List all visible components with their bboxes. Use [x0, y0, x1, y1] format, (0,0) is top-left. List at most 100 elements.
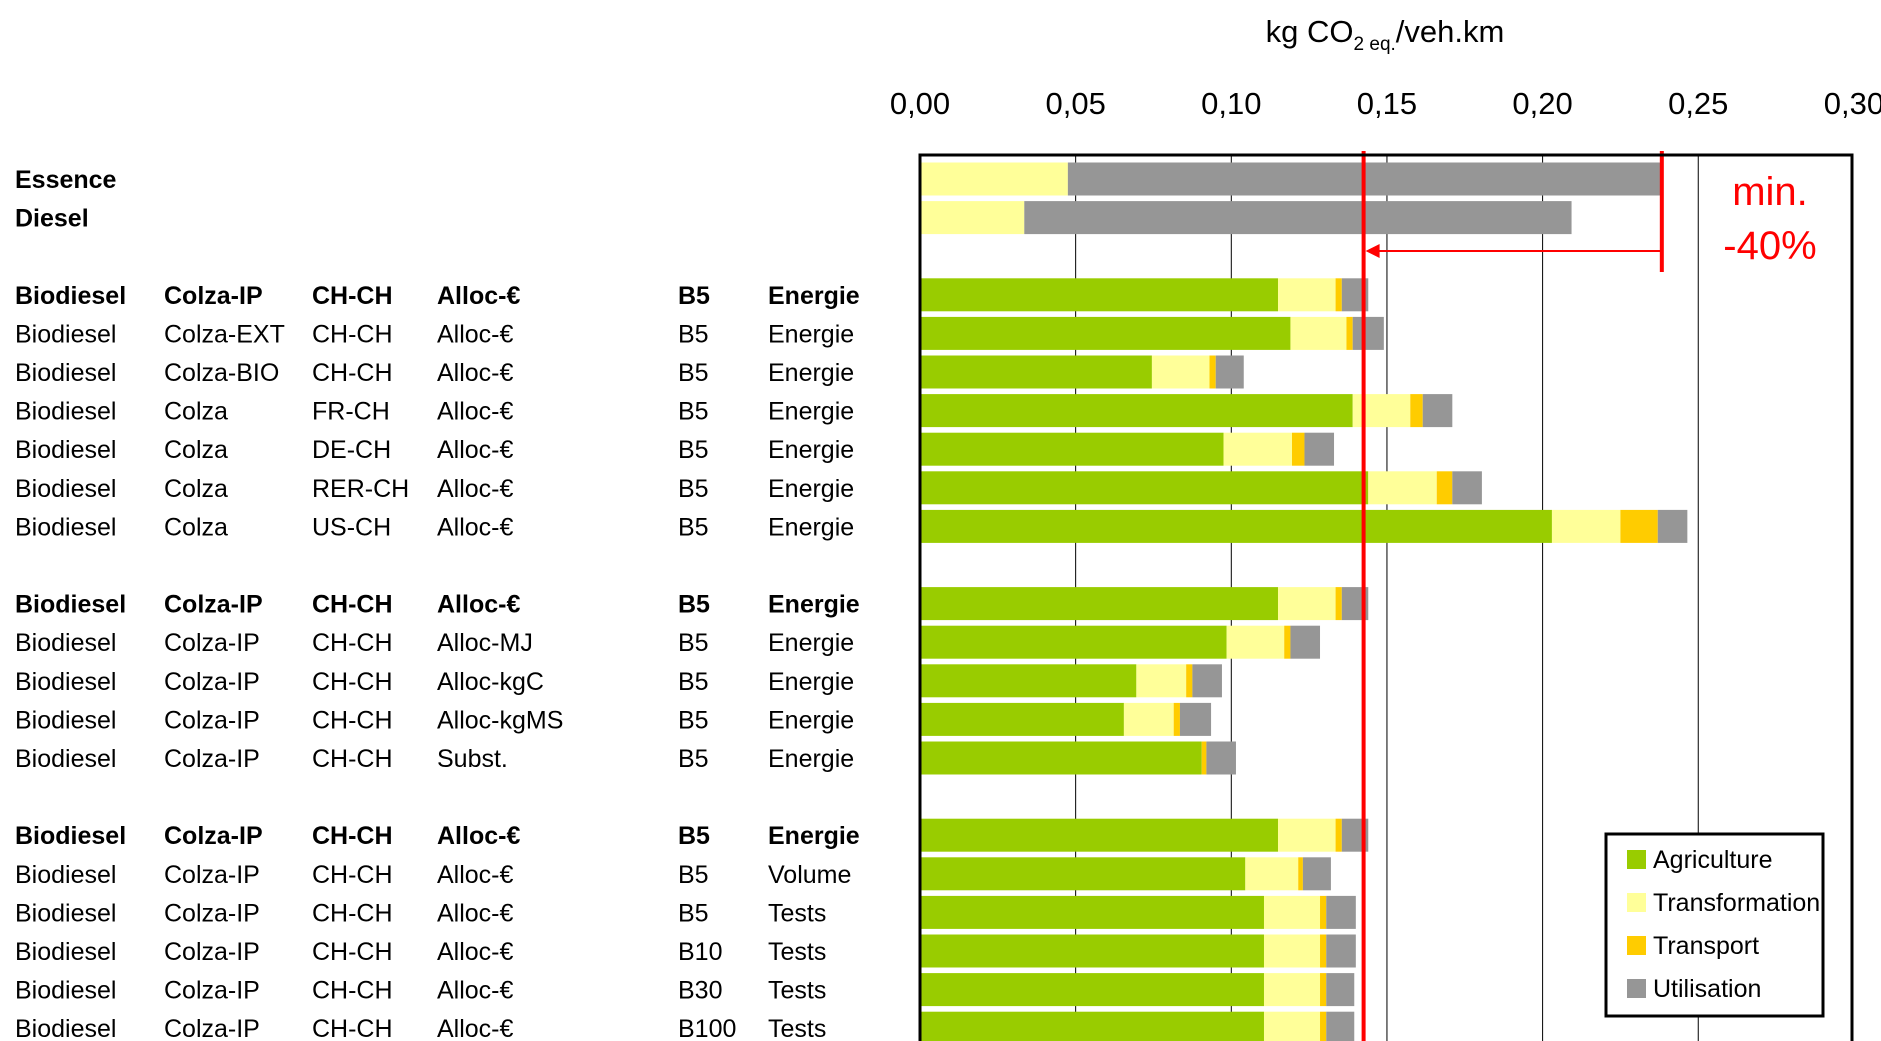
row-label-cell: Colza	[164, 475, 228, 503]
row-label-cell: Alloc-€	[437, 359, 514, 387]
row-label-cell: B5	[678, 822, 710, 850]
agriculture-segment	[920, 818, 1278, 852]
row-label: Essence	[15, 166, 117, 194]
transport-segment	[1186, 664, 1193, 698]
utilisation-segment	[1326, 895, 1356, 929]
x-tick-label: 0,00	[890, 86, 950, 121]
row-label-cell: B5	[678, 899, 709, 927]
row-label-cell: Biodiesel	[15, 282, 126, 310]
legend-label-transport: Transport	[1653, 932, 1759, 960]
transport-segment	[1284, 625, 1291, 659]
transport-segment	[1335, 818, 1342, 852]
row-label-cell: Biodiesel	[15, 899, 116, 927]
row-label-cell: Energie	[768, 706, 854, 734]
row-label-cell: DE-CH	[312, 436, 391, 464]
legend-swatch-transport	[1627, 936, 1646, 955]
row-label-cell: Colza	[164, 513, 228, 541]
transformation-segment	[1277, 587, 1336, 621]
row-label-cell: Biodiesel	[15, 977, 116, 1005]
agriculture-segment	[920, 741, 1202, 775]
row-label-cell: Biodiesel	[15, 359, 116, 387]
utilisation-segment	[1215, 355, 1244, 389]
transport-segment	[1209, 355, 1216, 389]
transformation-segment	[920, 162, 1068, 196]
x-tick-label: 0,25	[1668, 86, 1728, 121]
agriculture-segment	[920, 934, 1264, 968]
row-label-cell: Colza-IP	[164, 899, 260, 927]
transport-segment	[1173, 702, 1180, 736]
row-label-cell: Colza	[164, 398, 228, 426]
transformation-segment	[1368, 471, 1437, 505]
transformation-segment	[1352, 394, 1411, 428]
agriculture-segment	[920, 1011, 1264, 1041]
row-label-cell: Energie	[768, 359, 854, 387]
row-label-cell: Alloc-€	[437, 320, 514, 348]
row-label-cell: Colza-EXT	[164, 320, 285, 348]
row-label-cell: Energie	[768, 513, 854, 541]
row-label-cell: Biodiesel	[15, 1015, 116, 1041]
annotation-text: -40%	[1723, 224, 1816, 268]
row-labels: Essence Diesel Biodiesel Colza-IP CH-CH Alloc…	[15, 166, 860, 1041]
row-label-cell: B5	[678, 436, 709, 464]
agriculture-segment	[920, 973, 1264, 1007]
x-tick-label: 0,15	[1357, 86, 1417, 121]
row-label-cell: Colza-IP	[164, 938, 260, 966]
row-label-cell: RER-CH	[312, 475, 409, 503]
row-label-cell: Alloc-€	[437, 475, 514, 503]
row-label-cell: CH-CH	[312, 668, 393, 696]
row-label-cell: Volume	[768, 861, 851, 889]
transport-segment	[1335, 587, 1342, 621]
transformation-segment	[1277, 278, 1336, 312]
transport-segment	[1320, 1011, 1327, 1041]
transformation-segment	[1551, 509, 1621, 543]
agriculture-segment	[920, 509, 1552, 543]
row-label-cell: Alloc-kgMS	[437, 706, 563, 734]
row-label-cell: Alloc-€	[437, 591, 520, 619]
row-label-cell: CH-CH	[312, 938, 393, 966]
row-label-cell: Alloc-€	[437, 436, 514, 464]
row-label-cell: Alloc-€	[437, 282, 520, 310]
row-label-cell: CH-CH	[312, 822, 393, 850]
row-label-cell: B5	[678, 629, 709, 657]
row-label-cell: Colza	[164, 436, 228, 464]
row-label-cell: Biodiesel	[15, 398, 116, 426]
row-label-cell: Alloc-€	[437, 938, 514, 966]
row-label-cell: Energie	[768, 591, 860, 619]
row-label-cell: Alloc-kgC	[437, 668, 544, 696]
transformation-segment	[1223, 432, 1293, 466]
row-label-cell: B5	[678, 282, 710, 310]
row-label-cell: Energie	[768, 436, 854, 464]
agriculture-segment	[920, 625, 1227, 659]
agriculture-segment	[920, 702, 1124, 736]
utilisation-segment	[1326, 973, 1355, 1007]
agriculture-segment	[920, 857, 1246, 891]
x-tick-label: 0,30	[1824, 86, 1881, 121]
agriculture-segment	[920, 278, 1278, 312]
annotation-arrowhead	[1365, 244, 1380, 258]
row-label-cell: Colza-IP	[164, 706, 260, 734]
row-label-cell: CH-CH	[312, 629, 393, 657]
legend-swatch-agriculture	[1627, 850, 1646, 869]
utilisation-segment	[1326, 1011, 1355, 1041]
row-label-cell: B100	[678, 1015, 736, 1041]
row-label-cell: Tests	[768, 1015, 826, 1041]
row-label-cell: CH-CH	[312, 320, 393, 348]
utilisation-segment	[1422, 394, 1453, 428]
row-label-cell: Colza-BIO	[164, 359, 279, 387]
row-label-cell: Colza-IP	[164, 668, 260, 696]
row-label-cell: Colza-IP	[164, 591, 263, 619]
row-label-cell: CH-CH	[312, 706, 393, 734]
agriculture-segment	[920, 394, 1353, 428]
reference-layer: min. -40%	[1361, 151, 1817, 1041]
row-label-cell: Colza-IP	[164, 822, 263, 850]
row-label-cell: CH-CH	[312, 745, 393, 773]
row-label-cell: CH-CH	[312, 282, 393, 310]
x-tick-label: 0,20	[1512, 86, 1572, 121]
row-label-cell: Colza-IP	[164, 861, 260, 889]
row-label-cell: Alloc-€	[437, 398, 514, 426]
transport-segment	[1620, 509, 1658, 543]
row-label-cell: B5	[678, 861, 709, 889]
row-label-cell: Energie	[768, 475, 854, 503]
row-label-cell: Alloc-€	[437, 1015, 514, 1041]
